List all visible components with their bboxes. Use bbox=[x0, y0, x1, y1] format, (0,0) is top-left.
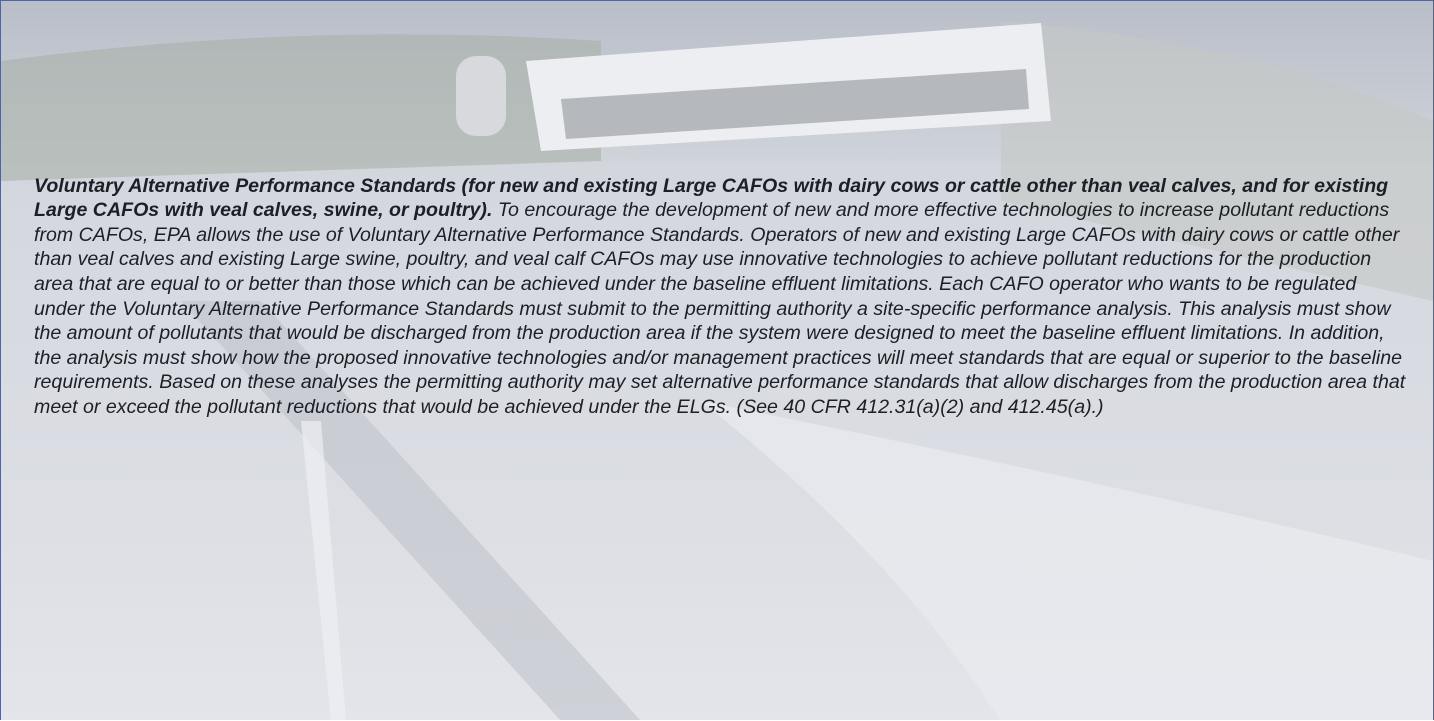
sidebar-text: Voluntary Alternative Performance Standa… bbox=[34, 174, 1406, 420]
sidebar-body: To encourage the development of new and … bbox=[34, 199, 1405, 418]
sidebar-panel: Voluntary Alternative Performance Standa… bbox=[0, 0, 1434, 720]
